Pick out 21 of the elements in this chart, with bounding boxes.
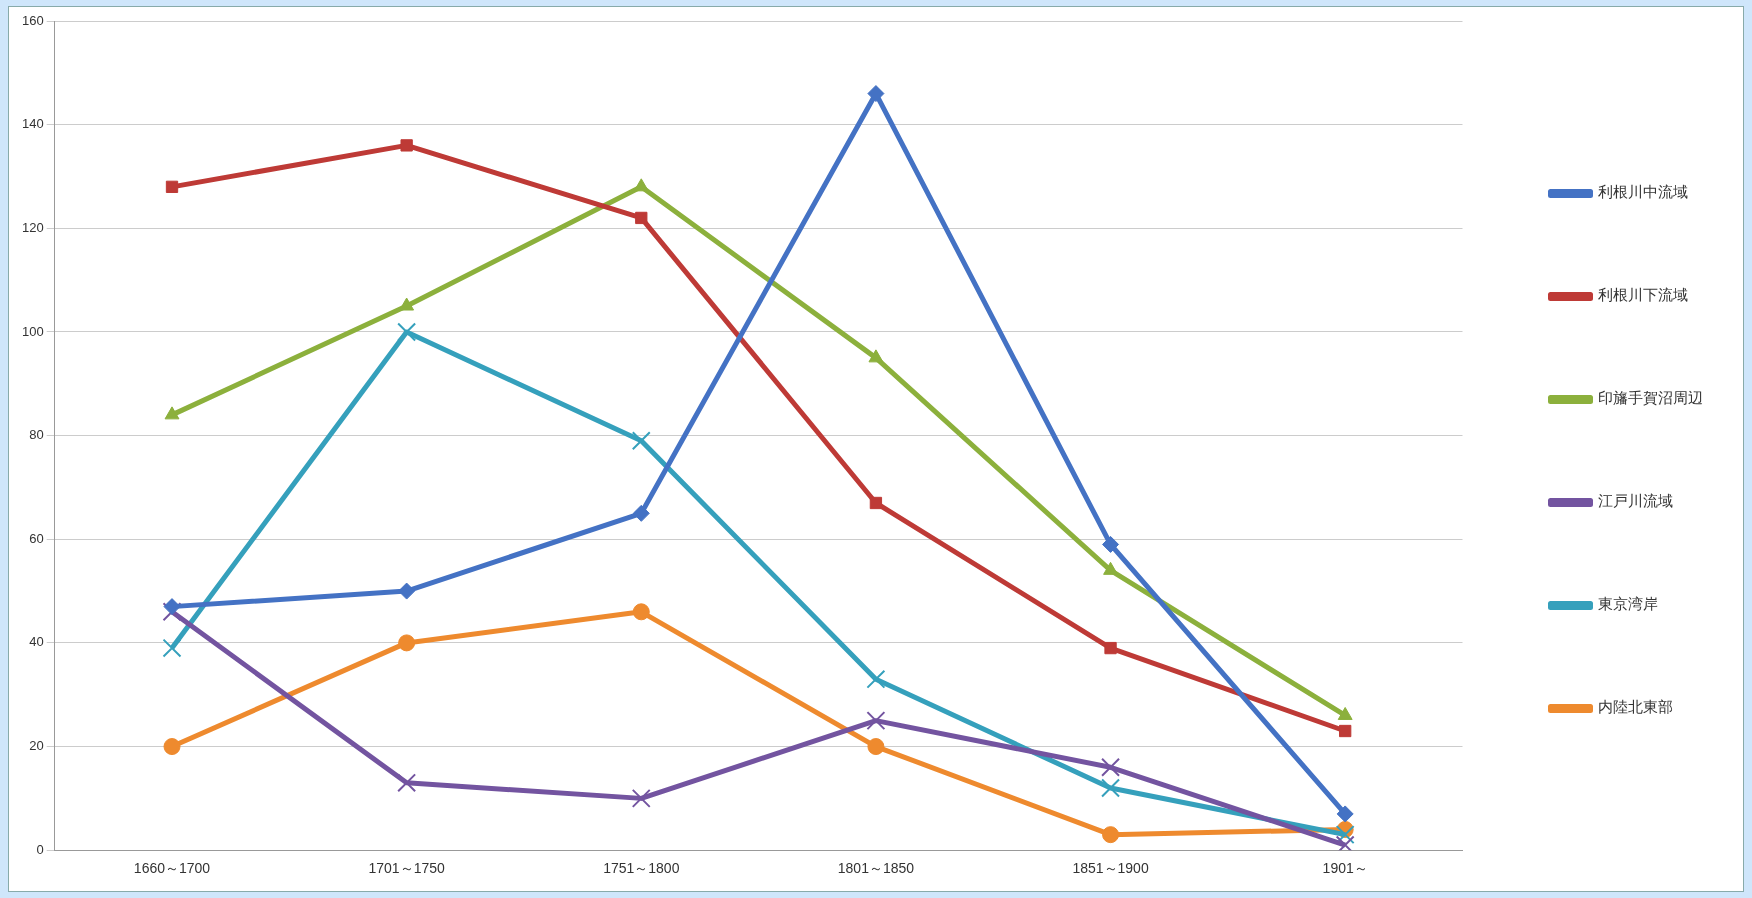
legend-label: 利根川下流域 (1598, 286, 1688, 305)
y-tick-label: 20 (29, 738, 44, 754)
x-tick-label: 1801～1850 (837, 860, 915, 877)
y-tick-label: 100 (21, 323, 44, 339)
x-tick-label: 1901～ (1322, 860, 1368, 877)
legend-label: 内陸北東部 (1598, 698, 1673, 717)
legend-label: 東京湾岸 (1598, 595, 1658, 614)
y-tick-label: 40 (29, 634, 44, 650)
legend-label: 印旛手賀沼周辺 (1598, 389, 1703, 408)
x-tick-label: 1701～1750 (368, 860, 445, 877)
y-tick-label: 60 (29, 530, 44, 546)
x-tick-label: 1851～1900 (1072, 860, 1149, 877)
x-tick-label: 1751～1800 (603, 860, 680, 877)
legend-label: 江戸川流域 (1598, 492, 1673, 511)
y-tick-label: 160 (21, 12, 44, 28)
y-tick-label: 0 (36, 841, 44, 857)
x-tick-label: 1660～1700 (133, 860, 211, 877)
y-tick-label: 120 (21, 219, 44, 235)
y-tick-label: 80 (29, 427, 44, 443)
y-tick-label: 140 (21, 116, 44, 132)
legend-label: 利根川中流域 (1598, 183, 1688, 202)
